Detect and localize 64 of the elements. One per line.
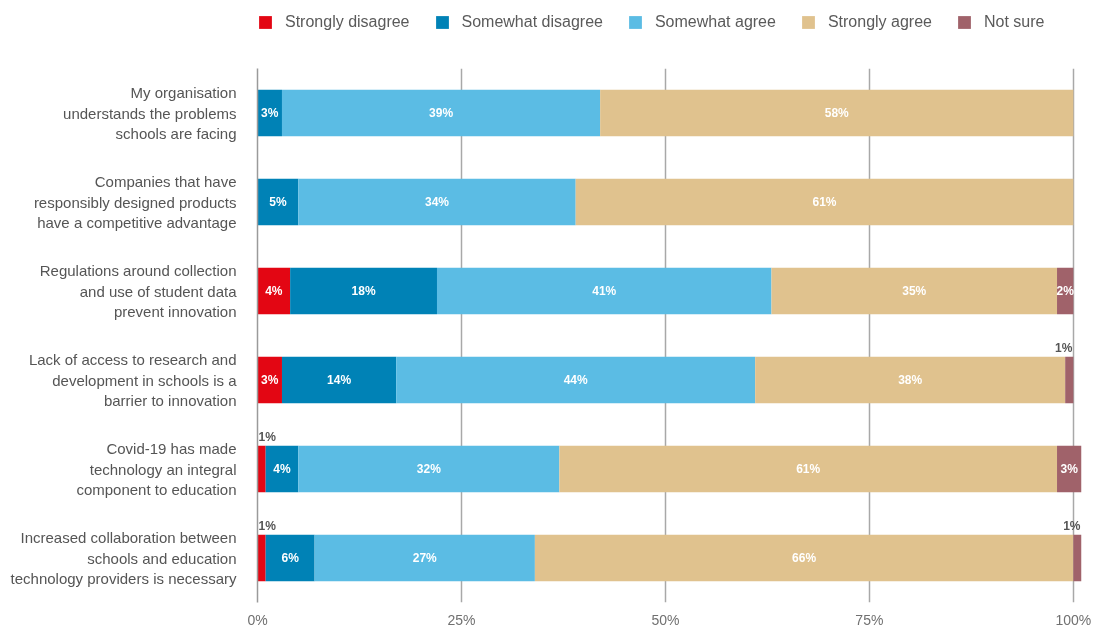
bar xyxy=(559,445,1058,493)
bar xyxy=(396,356,756,404)
data-label: 61% xyxy=(796,462,821,476)
x-tick-label: 0% xyxy=(247,611,268,628)
data-label: 5% xyxy=(269,195,287,209)
bar xyxy=(314,534,535,582)
data-label: 1% xyxy=(1055,340,1073,355)
legend-label: Somewhat agree xyxy=(654,13,776,31)
data-label: 4% xyxy=(265,284,283,298)
x-tick-label: 75% xyxy=(855,611,884,628)
data-label: 66% xyxy=(792,551,817,565)
data-label: 2% xyxy=(1056,284,1075,298)
data-label: 1% xyxy=(258,429,277,444)
data-label: 58% xyxy=(824,106,850,120)
bar xyxy=(265,534,315,582)
y-tick-label: Covid-19 has made technology an integral component to education xyxy=(76,440,237,498)
y-tick-label: Regulations around collection and use of student data prevent innovation xyxy=(39,262,238,320)
bar xyxy=(257,445,266,493)
data-label: 27% xyxy=(412,551,438,565)
bar xyxy=(298,445,560,493)
data-label: 3% xyxy=(261,106,279,120)
bar xyxy=(290,267,437,315)
bar xyxy=(575,178,1074,226)
bar xyxy=(281,356,397,404)
data-label: 34% xyxy=(424,195,450,209)
data-label: 61% xyxy=(812,195,837,209)
data-label: 1% xyxy=(1063,518,1081,533)
bar xyxy=(534,534,1074,582)
data-label: 32% xyxy=(416,462,442,476)
data-label: 44% xyxy=(563,373,589,387)
x-tick-label: 100% xyxy=(1055,611,1092,628)
bar xyxy=(257,178,299,226)
x-tick-label: 25% xyxy=(447,611,476,628)
legend-label: Not sure xyxy=(983,13,1045,31)
data-label: 38% xyxy=(898,373,923,387)
bar xyxy=(600,89,1074,137)
data-label: 3% xyxy=(1060,462,1079,476)
bar xyxy=(265,445,299,493)
y-tick-label: Companies that have responsibly designed products have a competitive advantage xyxy=(33,173,237,231)
bar xyxy=(1065,356,1074,404)
legend-label: Strongly agree xyxy=(827,13,932,31)
data-label: 1% xyxy=(258,518,277,533)
data-label: 39% xyxy=(429,106,454,120)
y-tick-label: Lack of access to research and development in schools is a barrier to innovation xyxy=(28,351,238,409)
data-label: 4% xyxy=(273,462,291,476)
bar xyxy=(1073,534,1082,582)
bar xyxy=(436,267,772,315)
y-tick-label: My organisation understands the problems schools are facing xyxy=(63,84,237,142)
x-tick-label: 50% xyxy=(651,611,680,628)
bar xyxy=(257,534,266,582)
data-label: 35% xyxy=(902,284,927,298)
legend-label: Strongly disagree xyxy=(285,13,410,31)
data-label: 6% xyxy=(281,551,300,565)
bar xyxy=(281,89,601,137)
bar xyxy=(755,356,1066,404)
data-label: 18% xyxy=(351,284,376,298)
bar xyxy=(771,267,1058,315)
y-tick-label: Increased collaboration between schools and education technology providers is necessary xyxy=(10,529,237,587)
data-label: 14% xyxy=(327,373,352,387)
bar xyxy=(298,178,576,226)
data-label: 41% xyxy=(592,284,617,298)
legend-label: Somewhat disagree xyxy=(461,13,603,31)
bar xyxy=(257,267,291,315)
data-label: 3% xyxy=(261,373,279,387)
